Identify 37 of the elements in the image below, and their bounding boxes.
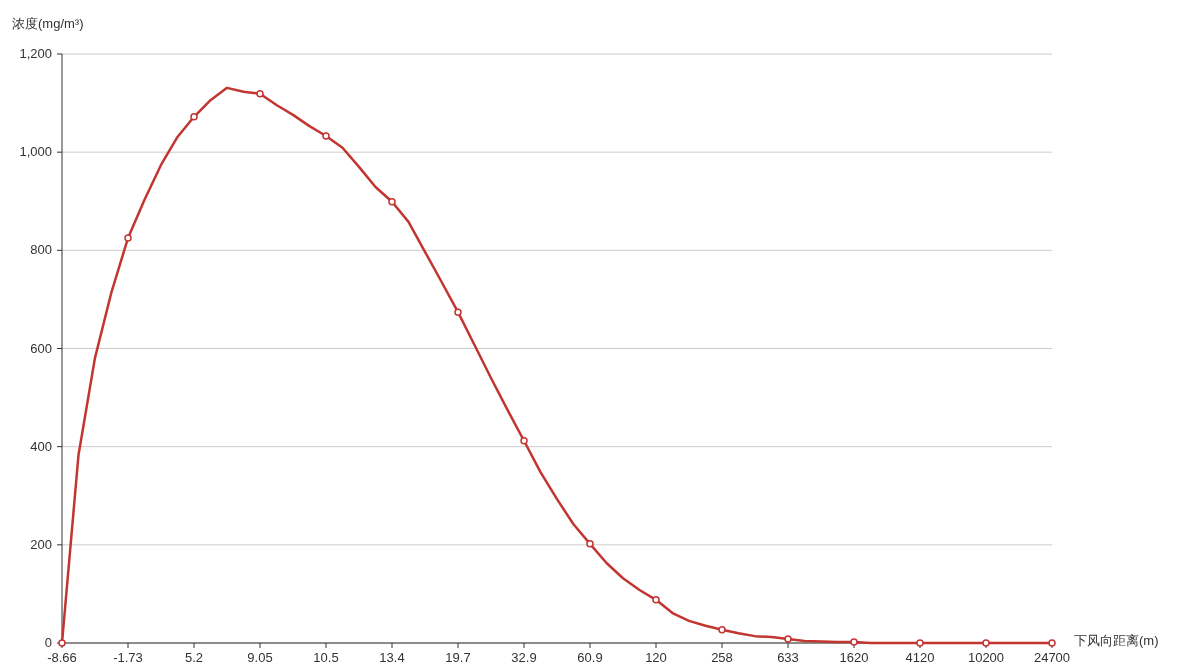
y-tick-label: 1,200 <box>19 46 52 61</box>
x-tick-label: 4120 <box>905 650 935 665</box>
point <box>454 308 462 316</box>
y-tick-label: 1,000 <box>19 144 52 160</box>
x-tick-label: 10.5 <box>313 650 339 665</box>
x-tick-label: 120 <box>645 650 667 665</box>
x-tick-label: 60.9 <box>577 650 603 665</box>
x-tick-label: 24700 <box>1033 650 1071 665</box>
x-tick-label: -1.73 <box>113 650 143 665</box>
y-axis-title: 浓度(mg/m³) <box>12 16 84 31</box>
y-tick-label: 600 <box>30 340 52 356</box>
x-tick-label: 10200 <box>967 650 1005 665</box>
x-tick-label: 9.05 <box>247 650 273 665</box>
point <box>850 638 858 646</box>
point <box>652 596 660 604</box>
point <box>124 234 132 242</box>
x-tick-label: 258 <box>711 650 733 665</box>
point <box>718 626 726 634</box>
y-tick-label: 200 <box>30 536 52 552</box>
point <box>388 197 396 206</box>
point <box>190 113 198 121</box>
x-tick-label: 1620 <box>839 650 869 665</box>
x-tick-label: -8.66 <box>47 650 77 665</box>
point <box>586 540 594 548</box>
y-tick-label: 400 <box>30 438 52 454</box>
point <box>784 635 792 643</box>
x-tick-label: 13.4 <box>379 650 405 665</box>
point <box>322 132 330 140</box>
y-tick-label: 0 <box>44 635 52 650</box>
x-tick-label: 5.2 <box>184 650 204 665</box>
x-tick-label: 633 <box>777 650 799 665</box>
x-axis-title: 下风向距离(m) <box>1074 633 1159 648</box>
y-tick-label: 800 <box>30 242 52 258</box>
x-tick-label: 32.9 <box>511 650 537 665</box>
point <box>256 90 264 98</box>
x-tick-label: 19.7 <box>445 650 471 665</box>
point <box>520 437 528 445</box>
